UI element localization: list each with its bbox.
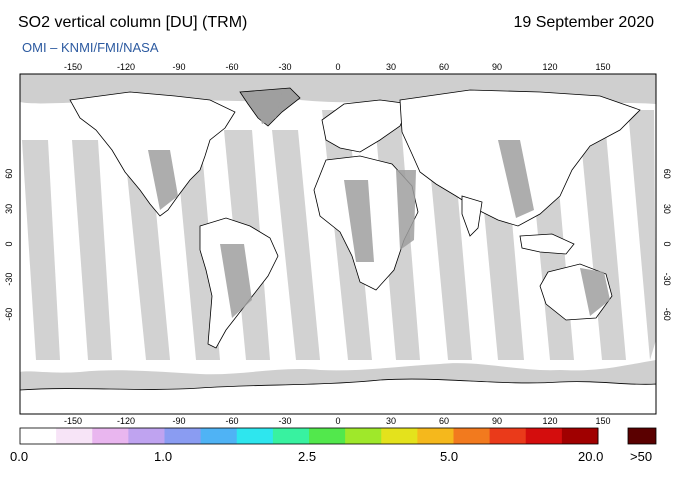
lat-tick-right-3: -30 [662,273,672,286]
maritime-asia [519,233,575,255]
lon-tick-top-10: 150 [595,62,610,72]
lon-tick-bottom-1: -120 [117,416,135,426]
lat-tick-left-0: 60 [4,169,14,179]
lat-tick-right-1: 30 [662,204,672,214]
map-date: 19 September 2020 [513,14,654,31]
lon-tick-top-6: 30 [386,62,396,72]
colorbar-cell-8 [309,428,346,444]
latitude-ticks: 60 60 30 30 0 0 -30 -30 -60 -60 [4,169,672,321]
credit-text: OMI – KNMI/FMI/NASA [22,40,159,55]
lon-tick-top-3: -60 [225,62,238,72]
colorbar-frame [19,427,599,445]
lat-tick-right-4: -60 [662,308,672,321]
lat-tick-left-3: -30 [4,273,14,286]
colorbar-cell-9 [345,428,382,444]
colorbar-label-2: 2.5 [298,449,317,464]
colorbar-cells [20,428,599,444]
colorbar-cell-0 [20,428,57,444]
lat-tick-left-1: 30 [4,204,14,214]
lon-tick-bottom-10: 150 [595,416,610,426]
lat-tick-left-2: 0 [4,241,14,246]
lon-tick-bottom-3: -60 [225,416,238,426]
lon-tick-top-7: 60 [439,62,449,72]
lon-tick-top-0: -150 [64,62,82,72]
europe [321,99,411,153]
lon-tick-bottom-7: 60 [439,416,449,426]
map-title: SO2 vertical column [DU] (TRM) [18,14,248,31]
land-shading [148,92,610,318]
colorbar-cell-15 [561,428,599,444]
colorbar-cell-11 [417,428,454,444]
colorbar-cell-7 [272,428,310,444]
colorbar-label-4: 20.0 [578,449,604,464]
colorbar-cell-12 [453,428,491,444]
lon-tick-top-1: -120 [117,62,135,72]
colorbar-cell-1 [56,428,93,444]
lon-tick-top-2: -90 [172,62,185,72]
lon-tick-bottom-2: -90 [172,416,185,426]
colorbar-overflow-label: >50 [630,449,653,464]
lat-tick-right-2: 0 [662,241,672,246]
colorbar-cell-6 [236,428,274,444]
lon-tick-bottom-0: -150 [64,416,82,426]
lon-tick-bottom-5: 0 [335,416,340,426]
colorbar-label-1: 1.0 [154,449,173,464]
lon-tick-bottom-4: -30 [278,416,291,426]
lon-tick-top-5: 0 [335,62,340,72]
lon-tick-bottom-9: 120 [542,416,557,426]
colorbar-cell-10 [381,428,418,444]
colorbar-label-3: 5.0 [440,449,459,464]
lon-tick-top-4: -30 [278,62,291,72]
lon-tick-bottom-6: 30 [386,416,396,426]
lon-tick-top-8: 90 [492,62,502,72]
india [461,195,483,237]
lon-tick-bottom-8: 90 [492,416,502,426]
colorbar-cell-5 [200,428,238,444]
antarctica [19,378,657,415]
lon-tick-top-9: 120 [542,62,557,72]
colorbar-cell-4 [164,428,202,444]
colorbar-label-0: 0.0 [10,449,29,464]
colorbar-cell-13 [489,428,527,444]
colorbar-cell-2 [92,428,129,444]
lat-tick-left-4: -60 [4,308,14,321]
colorbar-overflow-box [627,427,657,445]
colorbar-cell-14 [525,428,563,444]
map-frame [19,73,657,415]
longitude-ticks: -150 -150 -120 -120 -90 -90 -60 -60 -30 -30 0 0 30 30… [64,62,611,426]
colorbar-cell-3 [128,428,165,444]
continents [19,87,657,415]
lat-tick-right-0: 60 [662,169,672,179]
